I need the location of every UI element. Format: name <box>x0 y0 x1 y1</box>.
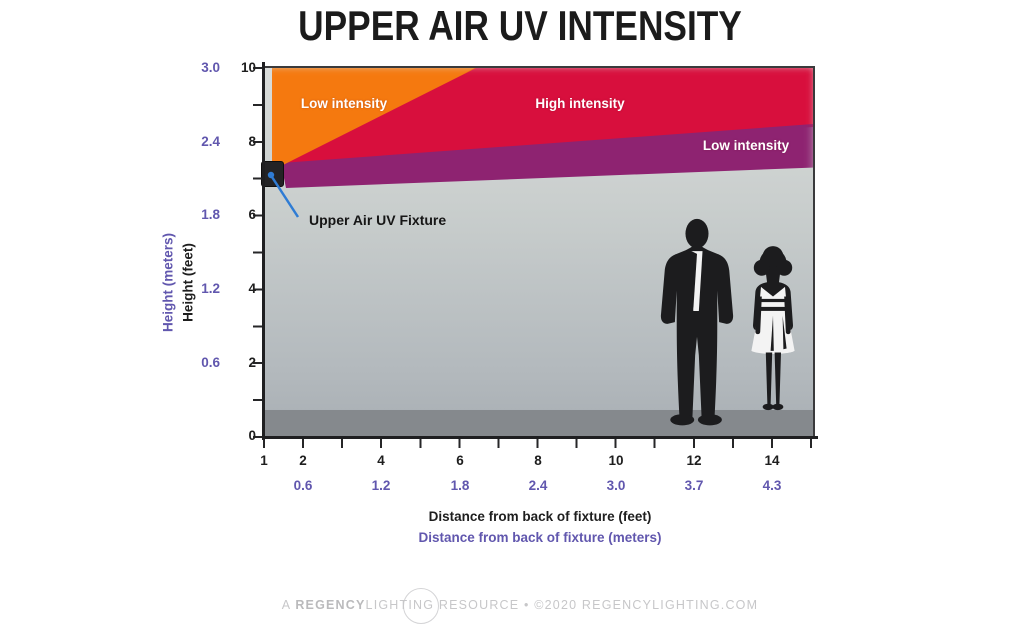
regency-logo-circle <box>403 588 439 624</box>
y-axis-ticks <box>253 67 262 439</box>
fixture-label: Upper Air UV Fixture <box>309 212 447 228</box>
y-tick-m-0.6: 0.6 <box>201 355 220 370</box>
footer-brand-light: LIGHTING <box>365 598 435 612</box>
x-tick-feet-14: 14 <box>764 453 780 468</box>
x-tick-m-3.7: 3.7 <box>684 478 704 493</box>
woman-silhouette <box>751 246 795 411</box>
y-tick-m-2.4: 2.4 <box>201 134 220 149</box>
x-axis-ticks <box>263 439 814 448</box>
x-tick-feet-12: 12 <box>686 453 702 468</box>
y-tick-feet-10: 10 <box>240 60 256 75</box>
chart-plot-area <box>265 66 815 437</box>
x-tick-feet-10: 10 <box>608 453 624 468</box>
y-tick-m-1.2: 1.2 <box>201 281 220 296</box>
page-title: UPPER AIR UV INTENSITY <box>298 2 742 49</box>
y-axis-title-meters: Height (meters) <box>160 233 176 333</box>
x-tick-m-4.3: 4.3 <box>762 478 782 493</box>
y-tick-feet-0: 0 <box>248 428 256 443</box>
y-tick-feet-6: 6 <box>248 207 256 222</box>
x-tick-m-1.8: 1.8 <box>450 478 470 493</box>
upper-low-intensity-label: Low intensity <box>300 96 388 111</box>
y-axis-line <box>262 62 265 440</box>
x-tick-m-1.2: 1.2 <box>371 478 391 493</box>
lower-low-intensity-label: Low intensity <box>702 138 790 153</box>
floor-band <box>265 410 815 437</box>
y-tick-m-1.8: 1.8 <box>201 207 220 222</box>
y-axis-title-feet: Height (feet) <box>180 243 196 322</box>
y-tick-feet-4: 4 <box>248 281 256 296</box>
high-intensity-label: High intensity <box>535 96 625 111</box>
x-tick-m-3.0: 3.0 <box>606 478 626 493</box>
y-tick-feet-8: 8 <box>248 134 256 149</box>
footer-suffix: RESOURCE • ©2020 REGENCYLIGHTING.COM <box>438 598 759 612</box>
x-tick-m-2.4: 2.4 <box>528 478 548 493</box>
x-axis-title-feet: Distance from back of fixture (feet) <box>428 509 652 524</box>
x-tick-feet-8: 8 <box>534 453 542 468</box>
x-tick-m-0.6: 0.6 <box>293 478 313 493</box>
footer-brand-bold: REGENCY <box>295 598 366 612</box>
x-axis-line <box>262 436 818 439</box>
x-axis-title-meters: Distance from back of fixture (meters) <box>418 530 662 545</box>
footer-credit: A REGENCYLIGHTING RESOURCE • ©2020 REGEN… <box>10 598 1020 612</box>
man-silhouette <box>660 218 734 426</box>
x-tick-feet-2: 2 <box>299 453 307 468</box>
x-tick-feet-4: 4 <box>377 453 385 468</box>
footer-prefix: A <box>281 598 291 612</box>
y-tick-feet-2: 2 <box>248 355 256 370</box>
x-tick-feet-1: 1 <box>260 453 268 468</box>
x-tick-feet-6: 6 <box>456 453 464 468</box>
y-tick-m-3.0: 3.0 <box>201 60 220 75</box>
